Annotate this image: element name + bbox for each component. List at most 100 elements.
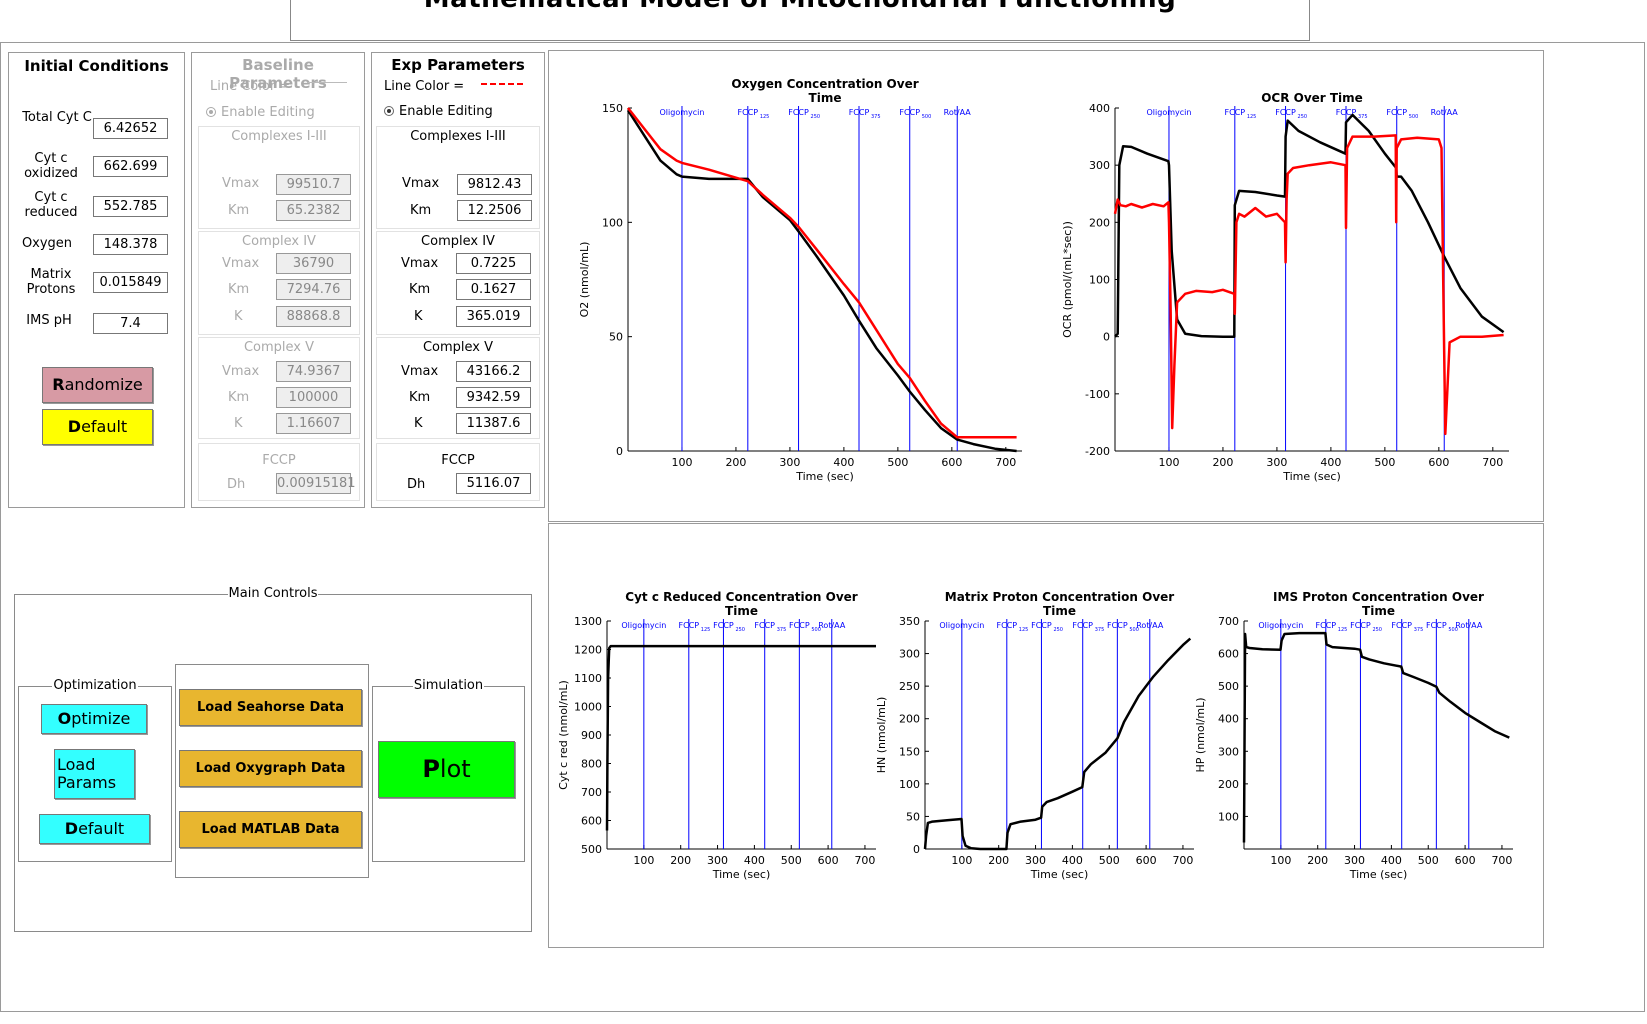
baseline-c4-vmax-label: Vmax (222, 256, 260, 271)
chart-title: Time (1043, 604, 1076, 618)
x-tick-label: 600 (1455, 854, 1476, 867)
load-params-label-line2: Params (57, 773, 117, 792)
exp-fccp-title: FCCP (441, 453, 475, 468)
y-axis-label: O2 (nmol/mL) (578, 242, 591, 318)
baseline-c5-vmax-field[interactable]: 74.9367 (276, 361, 351, 382)
injection-label: FCCP (788, 108, 809, 117)
y-axis-label: HP (nmol/mL) (1194, 697, 1207, 772)
baseline-c5-km-field[interactable]: 100000 (276, 387, 351, 408)
y-tick-label: 400 (1089, 102, 1110, 115)
exp-c13-km-field[interactable]: 12.2506 (457, 200, 532, 221)
baseline-fccp-group (198, 443, 360, 501)
y-tick-label: 600 (1218, 648, 1239, 661)
baseline-c5-vmax-label: Vmax (222, 364, 260, 379)
y-tick-label: 350 (899, 615, 920, 628)
chart-title: OCR Over Time (1261, 91, 1363, 105)
exp-complex-v-title: Complex V (422, 340, 494, 355)
x-tick-label: 300 (1344, 854, 1365, 867)
y-axis-label: Cyt c red (nmol/mL) (557, 680, 570, 790)
baseline-c13-vmax-field[interactable]: 99510.7 (276, 174, 351, 195)
matrix-protons-label: Matrix Protons (26, 267, 76, 297)
x-tick-label: 700 (854, 854, 875, 867)
chart-title: Oxygen Concentration Over (731, 77, 918, 91)
baseline-c4-k-label: K (234, 309, 243, 324)
y-tick-label: 0 (913, 843, 920, 856)
injection-label: Rot/AA (818, 621, 846, 630)
y-tick-label: 500 (581, 843, 602, 856)
baseline-c4-k-field[interactable]: 88868.8 (276, 306, 351, 327)
x-tick-label: 600 (1428, 456, 1449, 469)
baseline-c13-km-field[interactable]: 65.2382 (276, 200, 351, 221)
x-axis-label: Time (sec) (795, 470, 854, 483)
ims-ph-field[interactable]: 7.4 (93, 313, 168, 334)
randomize-button[interactable]: Randomize (42, 367, 153, 403)
injection-sublabel: 125 (1338, 627, 1348, 633)
injection-label: Oligomycin (1258, 621, 1303, 630)
baseline-complexes-i-iii-group (198, 126, 360, 229)
bottom-plots-panel (548, 523, 1544, 948)
exp-c4-vmax-field[interactable]: 0.7225 (456, 253, 531, 274)
y-tick-label: 400 (1218, 713, 1239, 726)
baseline-fccp-title: FCCP (262, 453, 296, 468)
exp-c5-vmax-field[interactable]: 43166.2 (456, 361, 531, 382)
exp-c13-vmax-field[interactable]: 9812.43 (457, 174, 532, 195)
injection-label: FCCP (1386, 108, 1407, 117)
app-title-box: Mathematical Model of Mitochondrial Func… (290, 0, 1310, 41)
baseline-fccp-dh-field[interactable]: 0.00915181 (276, 473, 356, 494)
baseline-c4-vmax-field[interactable]: 36790 (276, 253, 351, 274)
oxygen-field[interactable]: 148.378 (93, 234, 168, 255)
x-tick-label: 700 (1482, 456, 1503, 469)
baseline-enable-editing-radio[interactable] (206, 107, 216, 117)
load-seahorse-data-button[interactable]: Load Seahorse Data (179, 689, 362, 726)
cyt-c-reduced-field[interactable]: 552.785 (93, 196, 168, 217)
baseline-c4-km-field[interactable]: 7294.76 (276, 279, 351, 300)
y-tick-label: 1200 (574, 644, 602, 657)
injection-sublabel: 375 (1095, 627, 1105, 633)
exp-complexes-i-iii-group (376, 126, 540, 229)
load-params-button[interactable]: Load Params (54, 749, 135, 799)
default-conditions-button[interactable]: Default (42, 409, 153, 445)
load-matlab-data-button[interactable]: Load MATLAB Data (179, 811, 362, 848)
optimize-button[interactable]: Optimize (41, 704, 147, 734)
injection-sublabel: 500 (922, 114, 932, 120)
y-tick-label: 700 (581, 786, 602, 799)
x-tick-label: 600 (1136, 854, 1157, 867)
injection-label: FCCP (713, 621, 734, 630)
exp-c4-km-field[interactable]: 0.1627 (456, 279, 531, 300)
exp-fccp-dh-field[interactable]: 5116.07 (456, 473, 531, 494)
exp-complex-iv-title: Complex IV (421, 234, 495, 249)
y-tick-label: 100 (899, 778, 920, 791)
exp-c4-vmax-label: Vmax (401, 256, 439, 271)
plot-button[interactable]: Plot (378, 741, 515, 798)
cyt-c-oxidized-field[interactable]: 662.699 (93, 156, 168, 177)
exp-c5-km-field[interactable]: 9342.59 (456, 387, 531, 408)
exp-c4-k-field[interactable]: 365.019 (456, 306, 531, 327)
y-tick-label: 800 (581, 758, 602, 771)
injection-label: Oligomycin (660, 108, 705, 117)
injection-label: FCCP (1336, 108, 1357, 117)
chart-title: Cyt c Reduced Concentration Over (625, 590, 857, 604)
total-cyt-c-field[interactable]: 6.42652 (93, 118, 168, 139)
injection-label: FCCP (1031, 621, 1052, 630)
baseline-c5-k-field[interactable]: 1.16607 (276, 413, 351, 434)
exp-enable-editing-radio[interactable] (384, 106, 394, 116)
exp-c5-k-field[interactable]: 11387.6 (456, 413, 531, 434)
main-controls-group: Main Controls (14, 586, 532, 932)
matrix-protons-field[interactable]: 0.015849 (93, 272, 168, 293)
load-data-group (175, 664, 369, 878)
chart-title: Matrix Proton Concentration Over (945, 590, 1175, 604)
injection-label: FCCP (997, 621, 1018, 630)
series-line (1113, 134, 1504, 436)
cyt-c-reduced-label: Cyt c reduced (24, 190, 78, 220)
default-params-button[interactable]: Default (39, 814, 150, 844)
optimization-group: Optimization (18, 678, 172, 862)
load-oxygraph-data-button[interactable]: Load Oxygraph Data (179, 750, 362, 787)
injection-sublabel: 500 (1448, 627, 1458, 633)
baseline-fccp-dh-label: Dh (227, 477, 246, 492)
injection-label: Oligomycin (1147, 108, 1192, 117)
y-axis-label: OCR (pmol/(mL*sec)) (1061, 221, 1074, 338)
injection-label: Rot/AA (944, 108, 972, 117)
baseline-line-color-label: Line Color = (210, 79, 291, 94)
x-axis-label: Time (sec) (712, 868, 771, 881)
x-tick-label: 600 (818, 854, 839, 867)
